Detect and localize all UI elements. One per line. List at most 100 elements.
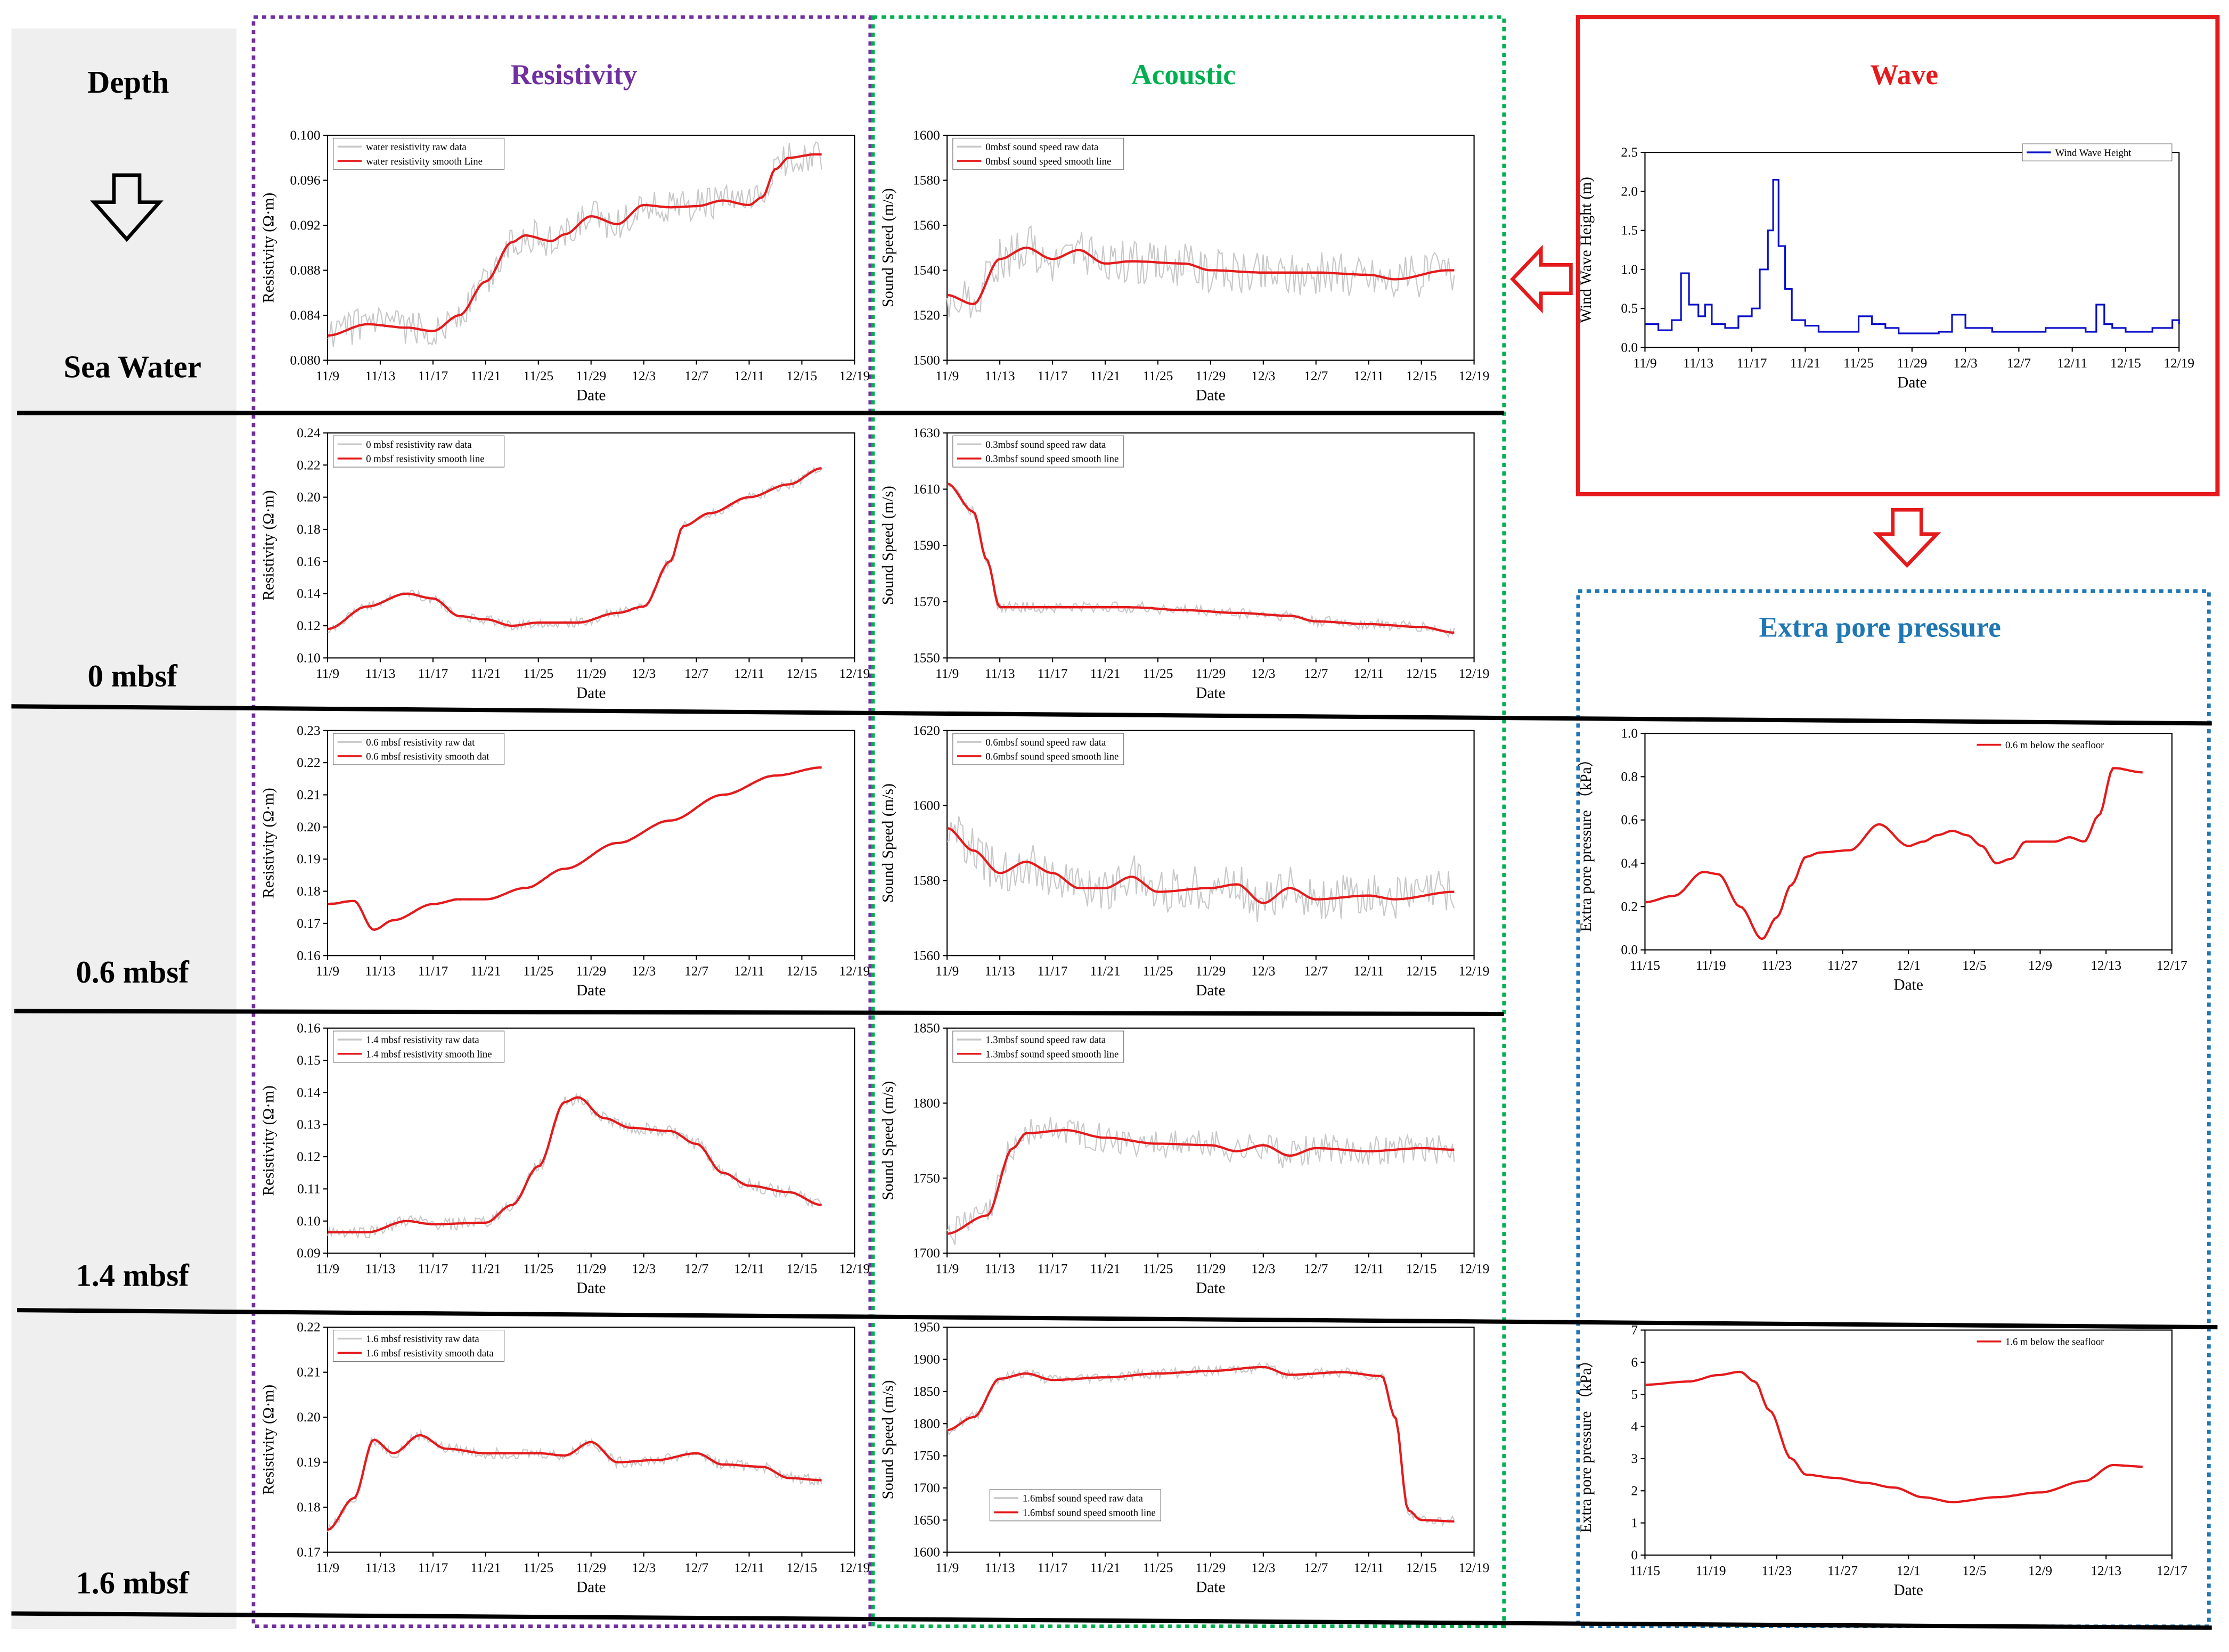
x-tick-label: 11/21 xyxy=(470,1560,501,1575)
legend-label: 0.6 m below the seafloor xyxy=(2005,740,2104,751)
chart-res_0: 11/9 11/13 11/17 11/21 11/25 11/29 12/3 12/7 12/… xyxy=(260,426,870,701)
y-tick-label: 2 xyxy=(1631,1483,1638,1498)
y-tick-label: 0.17 xyxy=(297,916,320,931)
x-tick-label: 12/11 xyxy=(734,964,764,979)
y-tick-label: 1950 xyxy=(913,1320,940,1335)
legend-box xyxy=(333,435,505,468)
y-tick-label: 6 xyxy=(1631,1355,1638,1370)
x-tick-label: 11/9 xyxy=(316,964,339,979)
x-tick-label: 12/1 xyxy=(1897,958,1921,973)
smooth-data-line xyxy=(327,467,822,631)
x-tick-label: 12/15 xyxy=(787,666,818,681)
x-tick-label: 12/19 xyxy=(2163,356,2194,371)
x-axis-label: Date xyxy=(1897,374,1927,391)
y-axis-label: Resistivity (Ω·m) xyxy=(260,490,277,601)
y-tick-label: 0.24 xyxy=(297,426,321,440)
x-tick-label: 11/9 xyxy=(935,1262,959,1277)
y-tick-label: 0.4 xyxy=(1621,856,1638,871)
x-tick-label: 12/11 xyxy=(1353,369,1384,383)
y-tick-label: 0.17 xyxy=(297,1545,320,1560)
y-tick-label: 1.0 xyxy=(1621,262,1638,277)
charts-layer: 11/9 11/13 11/17 11/21 11/25 11/29 12/3 12/7 12/… xyxy=(260,128,2194,1599)
x-tick-label: 11/25 xyxy=(1143,369,1173,383)
x-tick-label: 11/29 xyxy=(1195,1560,1226,1575)
y-tick-label: 0.12 xyxy=(297,1149,320,1164)
y-axis-label: Resistivity (Ω·m) xyxy=(260,788,277,898)
y-tick-label: 0.10 xyxy=(297,650,320,665)
x-tick-label: 11/29 xyxy=(1195,666,1226,681)
x-tick-label: 12/19 xyxy=(1459,666,1490,681)
y-tick-label: 0.19 xyxy=(297,1455,320,1470)
y-tick-label: 1590 xyxy=(913,538,940,553)
y-axis-label: Resistivity (Ω·m) xyxy=(260,1085,277,1196)
x-tick-label: 11/9 xyxy=(1633,356,1656,371)
y-tick-label: 1700 xyxy=(913,1481,940,1495)
x-tick-label: 11/13 xyxy=(365,1560,396,1575)
x-tick-label: 11/9 xyxy=(316,1560,339,1575)
y-tick-label: 0.11 xyxy=(297,1181,321,1196)
y-tick-label: 4 xyxy=(1631,1419,1638,1434)
left-arrow-icon xyxy=(1510,244,1573,314)
separator-line xyxy=(11,1611,2212,1630)
x-tick-label: 11/9 xyxy=(935,369,959,383)
legend-label: 0.6mbsf sound speed raw data xyxy=(985,737,1106,748)
x-axis-label: Date xyxy=(576,684,606,701)
x-tick-label: 11/29 xyxy=(1195,369,1226,383)
x-axis-label: Date xyxy=(1196,982,1226,999)
y-tick-label: 1900 xyxy=(913,1352,940,1367)
pore-frame xyxy=(1576,589,2211,1629)
legend-label: 0 mbsf resistivity raw data xyxy=(366,439,472,451)
y-tick-label: 1.5 xyxy=(1621,223,1638,238)
x-tick-label: 12/5 xyxy=(1962,958,1986,973)
x-tick-label: 11/9 xyxy=(935,964,959,979)
raw-data-line xyxy=(946,1117,1455,1245)
y-tick-label: 0.13 xyxy=(297,1117,320,1132)
legend-label: 1.6 mbsf resistivity raw data xyxy=(366,1334,479,1345)
chart-aco_14: 11/9 11/13 11/17 11/21 11/25 11/29 12/3 12/7 12/… xyxy=(880,1021,1490,1297)
y-tick-label: 0.22 xyxy=(297,1320,320,1335)
x-tick-label: 12/11 xyxy=(1353,964,1384,979)
x-tick-label: 12/5 xyxy=(1962,1563,1986,1578)
y-tick-label: 5 xyxy=(1631,1387,1638,1402)
y-tick-label: 1600 xyxy=(913,1545,940,1560)
y-tick-label: 2.5 xyxy=(1621,145,1638,160)
acoustic-title: Acoustic xyxy=(1131,59,1236,91)
y-tick-label: 0.096 xyxy=(290,173,321,188)
legend-label: 0 mbsf resistivity smooth line xyxy=(366,454,484,465)
legend-label: 0.6 mbsf resistivity raw dat xyxy=(366,737,475,748)
x-tick-label: 11/13 xyxy=(365,1262,396,1277)
y-tick-label: 0.22 xyxy=(297,457,320,472)
smooth-data-line xyxy=(947,1128,1455,1235)
x-tick-label: 12/13 xyxy=(2091,958,2121,973)
y-tick-label: 0.23 xyxy=(297,723,320,738)
separator-line xyxy=(17,1308,2218,1330)
depth-title: Depth xyxy=(87,65,169,100)
y-axis-label: Sound Speed (m/s) xyxy=(880,188,897,307)
y-tick-label: 0.09 xyxy=(297,1246,320,1261)
legend-box xyxy=(952,137,1124,170)
y-tick-label: 0.088 xyxy=(290,263,321,278)
x-tick-label: 12/11 xyxy=(734,369,764,383)
x-tick-label: 11/27 xyxy=(1827,1563,1858,1578)
x-tick-label: 12/15 xyxy=(787,1262,818,1277)
y-tick-label: 0.100 xyxy=(290,128,321,143)
y-tick-label: 1650 xyxy=(913,1512,940,1527)
x-axis-label: Date xyxy=(1196,1280,1226,1297)
chart-pore_06: 11/15 11/19 11/23 11/27 12/1 12/5 12/9 12/13 12/… xyxy=(1578,726,2187,993)
depth-level-0-6: 0.6 mbsf xyxy=(76,955,190,989)
x-axis-label: Date xyxy=(576,982,606,999)
x-tick-label: 12/13 xyxy=(2091,1563,2121,1578)
y-tick-label: 0.14 xyxy=(297,1085,321,1100)
y-tick-label: 0.19 xyxy=(297,852,320,866)
legend-box xyxy=(333,137,505,170)
y-tick-label: 0.18 xyxy=(297,884,320,899)
x-tick-label: 12/9 xyxy=(2028,958,2052,973)
y-tick-label: 0.2 xyxy=(1621,899,1638,914)
x-tick-label: 11/21 xyxy=(470,1262,501,1277)
raw-data-line xyxy=(946,225,1455,318)
smooth-data-line xyxy=(327,1434,822,1531)
chart-res_06: 11/9 11/13 11/17 11/21 11/25 11/29 12/3 12/7 12/… xyxy=(260,723,870,999)
wave-title: Wave xyxy=(1870,59,1938,91)
y-tick-label: 1520 xyxy=(913,308,940,323)
